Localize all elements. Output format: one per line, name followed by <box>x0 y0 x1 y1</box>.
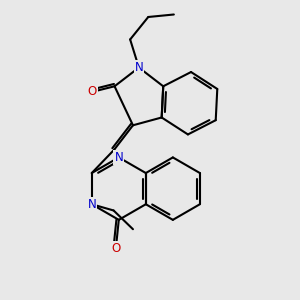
Text: O: O <box>111 242 120 255</box>
Text: N: N <box>134 61 143 74</box>
Text: N: N <box>87 198 96 211</box>
Text: N: N <box>114 151 123 164</box>
Text: O: O <box>88 85 97 98</box>
